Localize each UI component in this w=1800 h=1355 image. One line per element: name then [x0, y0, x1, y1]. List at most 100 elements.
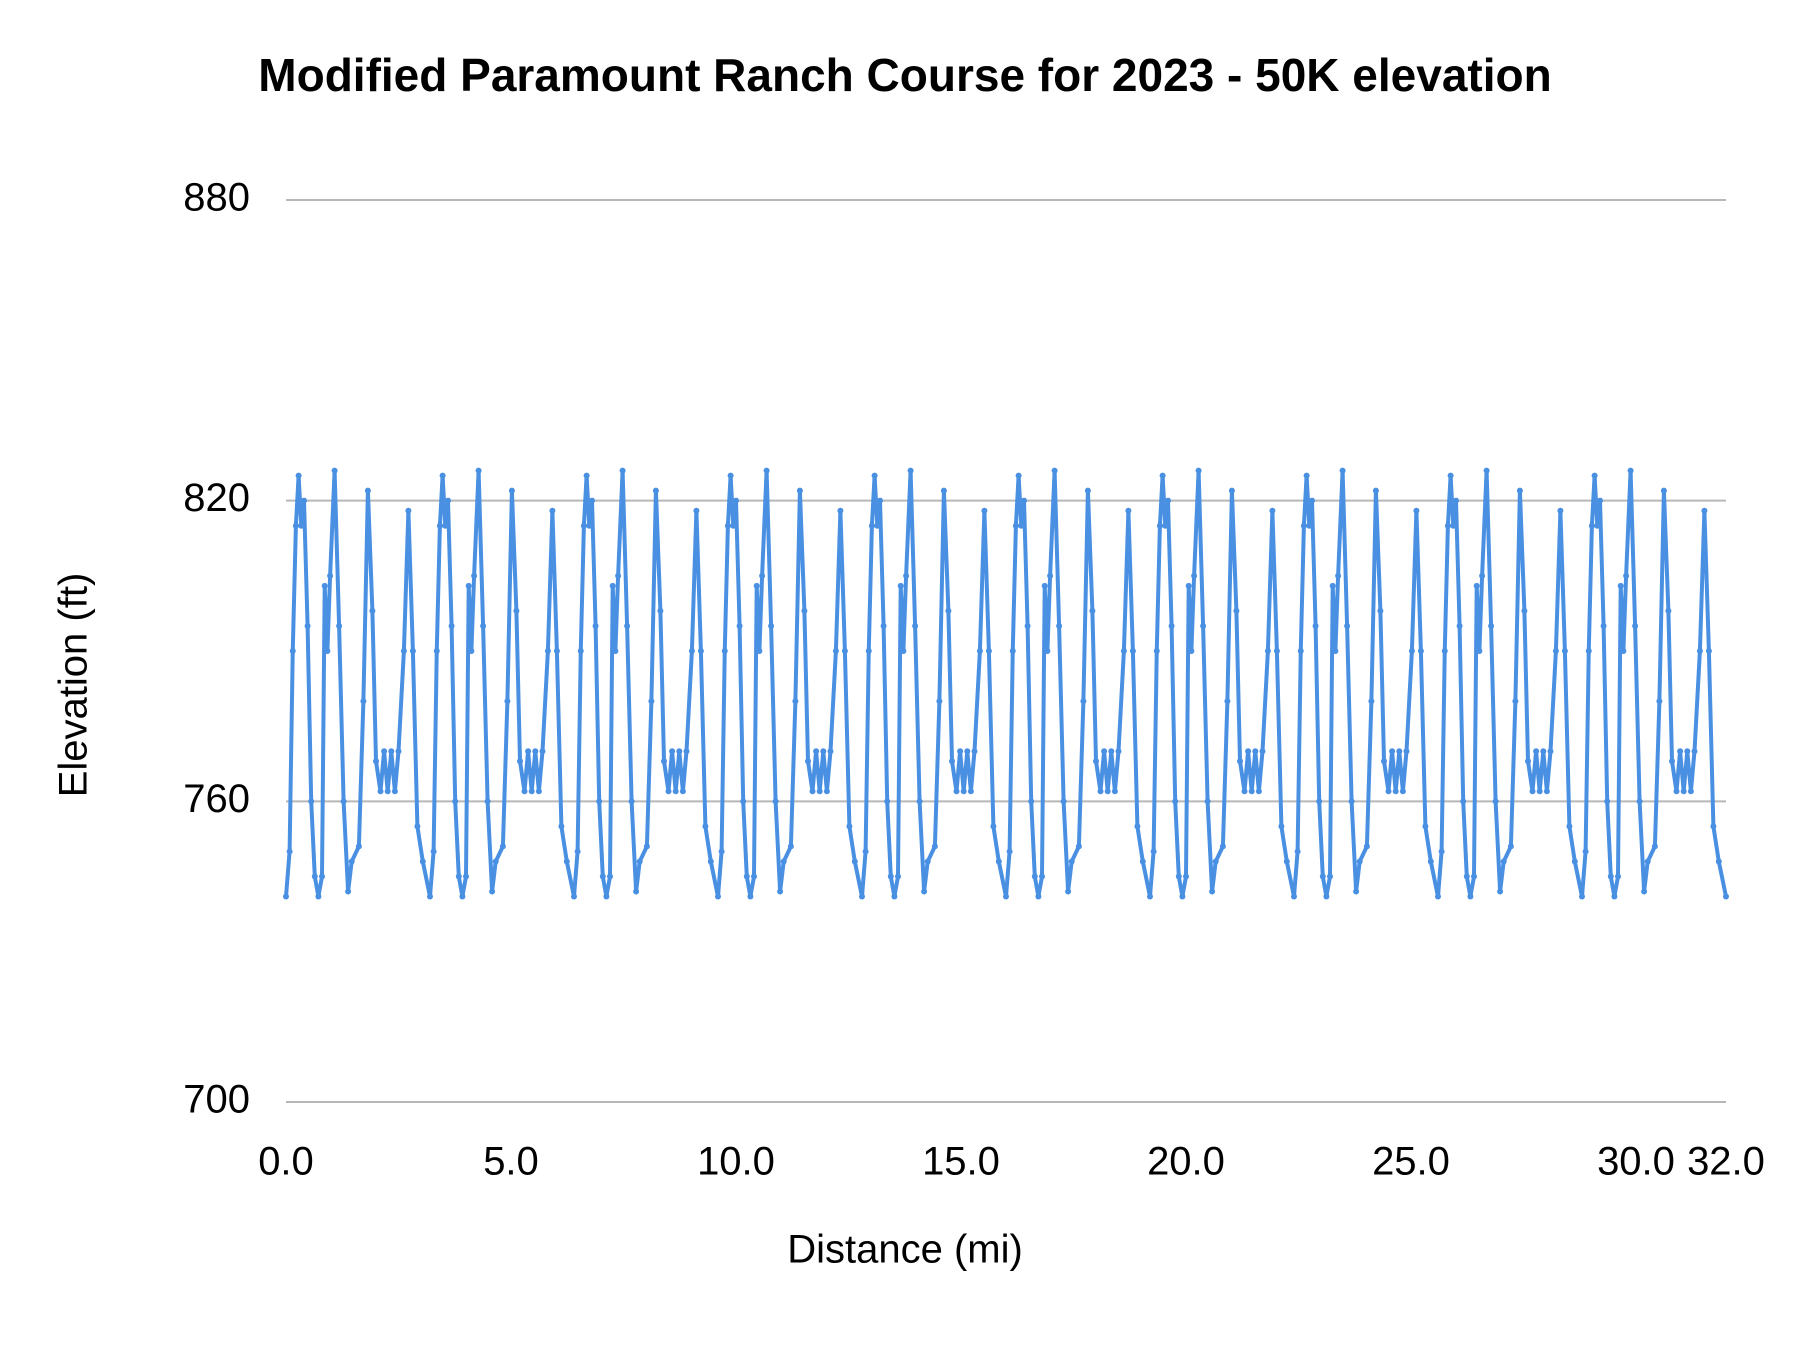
- data-point: [1673, 788, 1680, 795]
- data-point: [756, 648, 763, 654]
- data-point: [964, 748, 971, 755]
- data-point: [574, 848, 581, 855]
- data-point: [1209, 888, 1216, 895]
- data-point: [832, 648, 839, 654]
- data-point: [1422, 823, 1429, 830]
- data-point: [1456, 622, 1463, 629]
- data-point: [1156, 522, 1163, 529]
- data-point: [1039, 873, 1045, 880]
- data-point: [1372, 487, 1379, 494]
- chart-title: Modified Paramount Ranch Course for 2023…: [258, 49, 1551, 101]
- data-point: [1561, 648, 1568, 654]
- data-point: [521, 788, 528, 795]
- data-point: [1691, 748, 1698, 755]
- data-point: [355, 843, 362, 850]
- data-point: [1582, 848, 1589, 855]
- data-point: [688, 648, 695, 654]
- data-point: [1175, 873, 1182, 880]
- data-point: [419, 858, 426, 865]
- x-tick-label: 30.0: [1597, 1140, 1675, 1184]
- data-point: [1044, 648, 1051, 654]
- data-point: [395, 748, 402, 755]
- data-point: [1521, 607, 1528, 614]
- data-point: [820, 748, 827, 755]
- data-point: [465, 582, 472, 589]
- data-point: [388, 748, 395, 755]
- data-point: [809, 788, 816, 795]
- data-point: [940, 487, 947, 494]
- data-point: [475, 467, 482, 474]
- data-point: [1413, 507, 1420, 514]
- data-point: [874, 522, 881, 529]
- data-point: [553, 648, 560, 654]
- data-point: [1641, 888, 1648, 895]
- data-point: [1427, 858, 1434, 865]
- data-point: [648, 698, 655, 705]
- data-point: [1585, 648, 1592, 654]
- data-point: [1611, 893, 1618, 900]
- data-point: [724, 522, 731, 529]
- data-point: [643, 843, 650, 850]
- data-point: [1701, 507, 1708, 514]
- data-point: [1687, 788, 1694, 795]
- data-point: [1644, 858, 1651, 865]
- data-point: [1512, 698, 1519, 705]
- data-point: [1540, 748, 1547, 755]
- data-point: [1264, 648, 1271, 654]
- data-point: [868, 522, 875, 529]
- data-point: [1104, 788, 1111, 795]
- x-tick-label: 20.0: [1147, 1140, 1225, 1184]
- data-point: [1101, 748, 1108, 755]
- data-point: [471, 572, 478, 579]
- data-point: [1147, 893, 1153, 900]
- data-point: [900, 648, 907, 654]
- data-point: [805, 758, 811, 765]
- data-point: [1291, 893, 1297, 900]
- data-point: [1327, 873, 1333, 880]
- data-point: [1212, 858, 1219, 865]
- data-point: [308, 798, 315, 805]
- data-point: [981, 507, 988, 514]
- data-point: [780, 858, 787, 865]
- data-point: [1604, 798, 1611, 805]
- data-point: [624, 622, 631, 629]
- data-point: [311, 873, 318, 880]
- data-point: [816, 788, 823, 795]
- data-point: [345, 888, 352, 895]
- data-point: [1003, 893, 1009, 900]
- data-point: [1294, 848, 1301, 855]
- data-point: [931, 843, 938, 850]
- data-point: [1312, 622, 1319, 629]
- data-point: [1392, 788, 1399, 795]
- data-point: [1309, 497, 1315, 504]
- data-point: [985, 648, 992, 654]
- data-point: [321, 582, 328, 589]
- data-point: [1018, 522, 1025, 529]
- data-point: [796, 487, 803, 494]
- y-axis-title: Elevation (ft): [52, 573, 96, 798]
- data-point: [730, 522, 737, 529]
- x-tick-label: 5.0: [483, 1140, 539, 1184]
- data-point: [1543, 788, 1550, 795]
- data-point: [1620, 648, 1627, 654]
- data-point: [304, 622, 311, 629]
- data-point: [1473, 582, 1480, 589]
- data-point: [683, 748, 690, 755]
- data-point: [777, 888, 784, 895]
- data-point: [1607, 873, 1614, 880]
- data-point: [768, 622, 775, 629]
- data-point: [936, 698, 943, 705]
- x-tick-label: 10.0: [697, 1140, 775, 1184]
- data-point: [619, 467, 626, 474]
- data-point: [1651, 843, 1658, 850]
- data-point: [1323, 893, 1330, 900]
- data-point: [953, 788, 960, 795]
- data-point: [1656, 698, 1663, 705]
- data-point: [1547, 748, 1554, 755]
- data-point: [1188, 648, 1195, 654]
- data-point: [364, 487, 371, 494]
- data-point: [348, 858, 355, 865]
- data-point: [577, 648, 584, 654]
- data-point: [865, 648, 872, 654]
